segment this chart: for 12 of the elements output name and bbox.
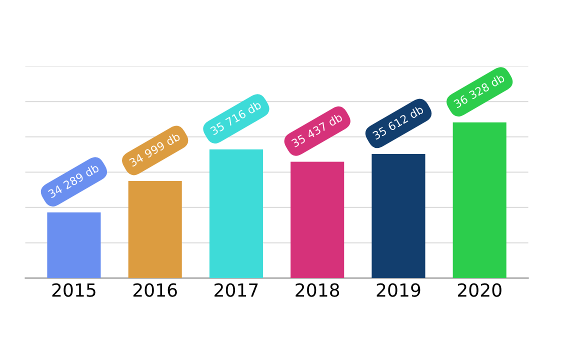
data-label: 34 289 db (48, 163, 100, 198)
x-tick-label: 2016 (133, 283, 177, 297)
data-label: 35 716 db (210, 100, 262, 136)
x-tick-label: 2017 (214, 283, 258, 297)
data-label: 34 999 db (128, 132, 181, 167)
data-label: 36 328 db (453, 73, 506, 108)
data-label: 35 612 db (372, 104, 424, 140)
x-tick-label: 2020 (458, 283, 502, 297)
x-tick-label: 2019 (376, 283, 420, 297)
x-tick-label: 2018 (296, 283, 340, 297)
x-tick-label: 2015 (52, 283, 96, 297)
data-label: 35 437 db (290, 112, 343, 148)
